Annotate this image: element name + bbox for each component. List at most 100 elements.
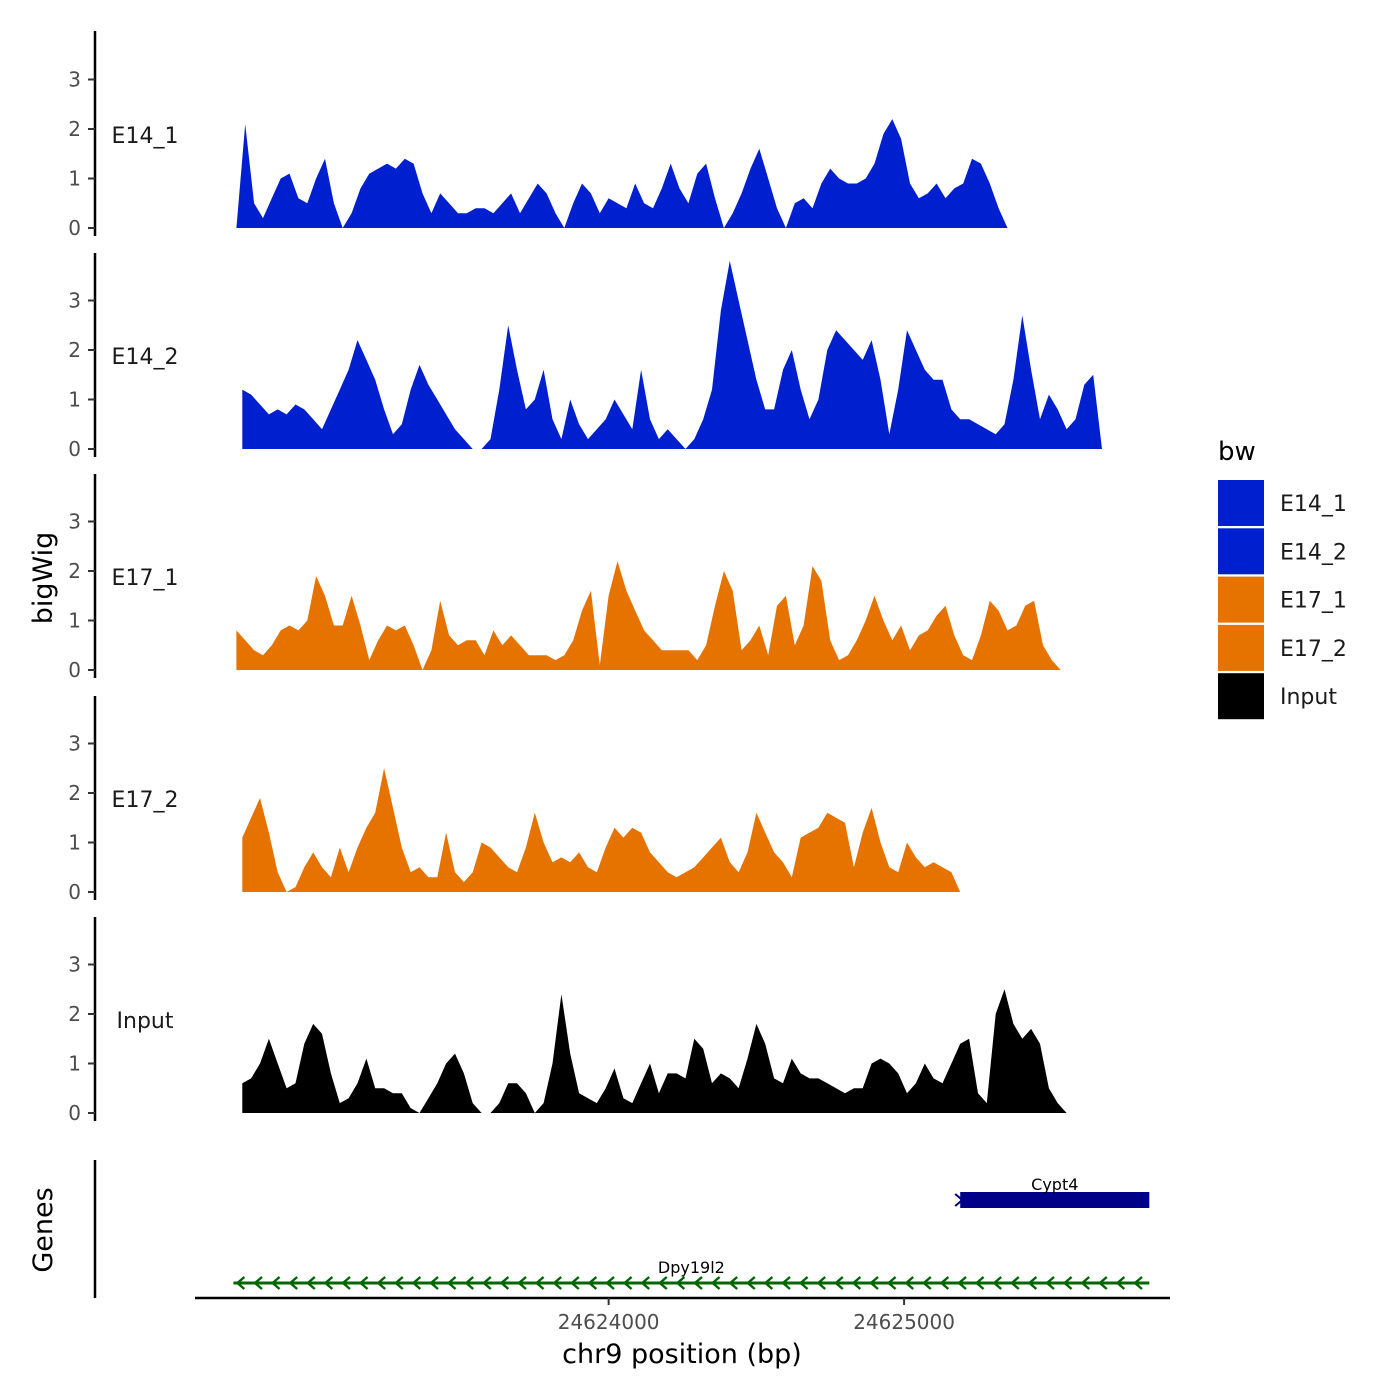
strand-arrow — [869, 1276, 879, 1290]
x-axis-title: chr9 position (bp) — [562, 1339, 802, 1370]
strand-arrow — [534, 1276, 545, 1290]
strand-arrow — [657, 1276, 668, 1290]
strand-arrow — [798, 1276, 809, 1290]
strand-arrow — [957, 1276, 967, 1290]
y-tick-label: 3 — [68, 732, 81, 756]
x-tick-label: 24624000 — [558, 1310, 660, 1334]
strand-arrow — [781, 1276, 791, 1290]
strand-arrow — [939, 1276, 950, 1290]
strand-arrow — [605, 1276, 615, 1290]
signal-area-E17_2 — [242, 768, 1165, 892]
y-tick-label: 1 — [68, 831, 81, 855]
strand-arrow — [833, 1276, 844, 1290]
strand-arrow — [886, 1276, 897, 1290]
y-tick-label: 2 — [68, 338, 81, 362]
strand-arrow — [517, 1276, 527, 1290]
genes-track: Cypt4 Dpy19l2 — [93, 1160, 1150, 1298]
y-tick-label: 0 — [68, 1101, 81, 1125]
legend-label-Input: Input — [1280, 685, 1337, 710]
track-E17_1: 0 1 2 3 E17_1 — [68, 474, 1159, 682]
strand-arrow — [622, 1276, 633, 1290]
strand-arrow — [728, 1276, 738, 1290]
legend-swatch-E14_2 — [1218, 528, 1264, 575]
strand-arrow — [323, 1276, 334, 1290]
y-tick-label: 2 — [68, 781, 81, 805]
strand-arrow — [376, 1276, 386, 1290]
y-axis-title: bigWig — [28, 532, 59, 625]
legend-title: bw — [1218, 437, 1256, 467]
y-tick-label: 2 — [68, 1002, 81, 1026]
signal-area-E14_2 — [242, 260, 1165, 449]
gene-label: Cypt4 — [1031, 1175, 1078, 1194]
track-Input: 0 1 2 3 Input — [68, 917, 1165, 1125]
y-tick-label: 2 — [68, 117, 81, 141]
strand-arrow — [1062, 1276, 1073, 1290]
y-tick-label: 1 — [68, 1052, 81, 1076]
y-tick-label: 0 — [68, 216, 81, 240]
strand-arrow — [710, 1276, 721, 1290]
track-label: Input — [117, 1009, 174, 1034]
track-E17_2: 0 1 2 3 E17_2 — [68, 696, 1165, 904]
strand-arrow — [1045, 1276, 1055, 1290]
x-tick-label: 24625000 — [853, 1310, 955, 1334]
strand-arrow — [499, 1276, 510, 1290]
track-label: E14_1 — [112, 124, 179, 149]
strand-arrow — [1009, 1276, 1020, 1290]
legend-swatch-Input — [1218, 673, 1264, 720]
strand-arrow — [1097, 1276, 1108, 1290]
strand-arrow — [1115, 1276, 1126, 1290]
strand-arrow — [552, 1276, 562, 1290]
y-tick-label: 3 — [68, 953, 81, 977]
legend-swatch-E14_1 — [1218, 480, 1264, 526]
legend-swatch-E17_1 — [1218, 576, 1264, 623]
strand-arrow — [992, 1276, 1002, 1290]
strand-arrow — [253, 1276, 263, 1290]
strand-arrow — [464, 1276, 474, 1290]
strand-arrow — [921, 1276, 932, 1290]
legend-swatch-E17_2 — [1218, 624, 1264, 671]
track-label: E17_1 — [112, 566, 179, 591]
legend-label-E17_2: E17_2 — [1280, 637, 1347, 662]
strand-arrow — [693, 1276, 703, 1290]
strand-arrow — [393, 1276, 404, 1290]
strand-arrow — [235, 1276, 246, 1290]
track-label: E17_2 — [112, 788, 179, 813]
legend-label-E17_1: E17_1 — [1280, 589, 1347, 614]
y-tick-label: 0 — [68, 880, 81, 904]
strand-arrow — [904, 1276, 914, 1290]
strand-arrow — [481, 1276, 492, 1290]
strand-arrow — [305, 1276, 316, 1290]
y-tick-label: 1 — [68, 388, 81, 412]
legend-label-E14_2: E14_2 — [1280, 540, 1347, 565]
y-tick-label: 3 — [68, 289, 81, 313]
strand-arrow — [270, 1276, 281, 1290]
strand-arrow — [358, 1276, 369, 1290]
tracks-layer: 0 1 2 3 E14_1 0 1 2 3 E14_2 0 1 2 3 E17_1 0 1 2 3 E17_2 0 1 2 3… — [68, 31, 1165, 1125]
strand-arrow — [954, 1193, 964, 1207]
strand-arrow — [745, 1276, 756, 1290]
legend-label-E14_1: E14_1 — [1280, 492, 1347, 517]
gene-label: Dpy19l2 — [658, 1258, 725, 1277]
strand-arrow — [816, 1276, 826, 1290]
strand-arrow — [288, 1276, 298, 1290]
signal-area-Input — [242, 989, 1165, 1113]
genes-axis-title: Genes — [28, 1187, 59, 1272]
signal-area-E17_1 — [236, 561, 1159, 670]
strand-arrow — [1080, 1276, 1090, 1290]
signal-area-E14_1 — [236, 119, 1008, 228]
strand-arrow — [569, 1276, 580, 1290]
strand-arrow — [1133, 1276, 1143, 1290]
strand-arrow — [446, 1276, 457, 1290]
track-E14_2: 0 1 2 3 E14_2 — [68, 253, 1165, 461]
gene-body — [960, 1192, 1150, 1208]
strand-arrow — [1027, 1276, 1038, 1290]
gene-Cypt4: Cypt4 — [954, 1175, 1150, 1208]
y-tick-label: 1 — [68, 609, 81, 633]
strand-arrow — [851, 1276, 862, 1290]
strand-arrow — [640, 1276, 650, 1290]
y-tick-label: 0 — [68, 658, 81, 682]
strand-arrow — [341, 1276, 351, 1290]
y-tick-label: 0 — [68, 437, 81, 461]
x-axis: 24624000 24625000 — [195, 1296, 1170, 1334]
